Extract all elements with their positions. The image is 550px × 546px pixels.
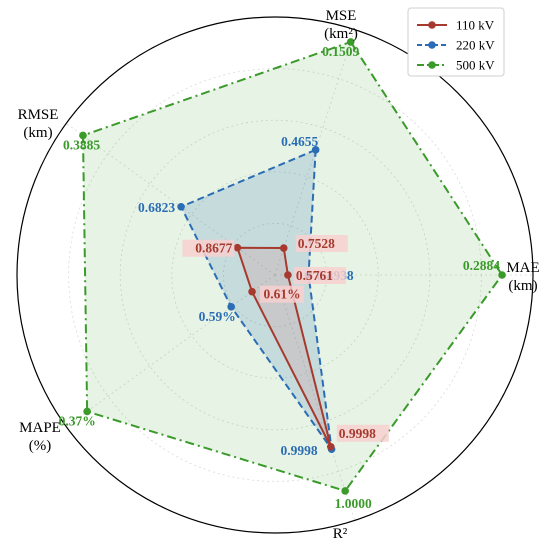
value-label: 0.8677 [195,241,232,256]
value-label: 0.59% [199,309,236,324]
data-point [248,287,256,296]
legend-marker [428,21,436,29]
legend-label: 110 kV [456,18,495,33]
data-point [177,202,185,211]
data-point [233,243,242,252]
legend-label: 220 kV [456,38,495,53]
value-label: 1.0000 [335,496,372,511]
value-label: 0.37% [59,413,96,428]
legend-marker [428,61,436,69]
data-point [284,271,292,279]
value-label-bg [260,285,305,303]
axis-label: R² [333,526,348,542]
grid-spoke-4 [66,274,276,427]
value-label: 0.9998 [280,443,317,458]
series-line [81,40,504,492]
axis-label: MAE (km) [506,260,539,294]
grid-ring-3 [119,119,431,431]
value-label-bg [293,267,346,284]
data-point [83,407,91,416]
legend: 110 kV 220 kV 500 kV [407,7,505,77]
value-label: 0.5761 [296,268,333,283]
outer-circle [16,16,534,534]
legend-item-500-kv: 500 kV [417,58,495,73]
data-point [227,303,235,311]
grid-spoke-5 [66,123,276,276]
data-point [327,442,335,451]
axis-label: RMSE (km) [18,107,59,141]
legend-marker [428,41,436,49]
radar-labels: 0.15090.28841.00000.37%0.38850.46550.493… [18,8,540,542]
value-label: 0.2884 [463,258,500,273]
value-label: 0.3885 [63,137,100,152]
data-point [498,271,506,279]
data-point [341,487,349,495]
axis-label: MAPE (%) [19,420,61,454]
radar-series [79,38,506,495]
value-label-bg [182,239,235,257]
series-line [180,148,333,451]
data-point [311,146,320,154]
data-point [279,244,288,252]
radar-grid [16,16,534,534]
series-line [236,246,332,448]
grid-ring-2 [171,171,379,379]
legend-item-110-kv: 110 kV [417,18,495,33]
series-area [82,41,503,491]
value-label-bg [295,235,348,253]
legend-item-220-kv: 220 kV [417,38,495,53]
value-label: 0.4655 [281,134,318,149]
data-point [346,38,355,46]
value-label: 0.7528 [298,236,335,251]
value-label: 0.1509 [322,44,359,59]
value-label: 0.6823 [138,200,175,215]
series-500-kv [79,38,506,495]
data-point [79,131,87,140]
value-label: 0.9998 [339,426,376,441]
value-label: 0.61% [263,287,300,302]
axis-label: MSE (km²) [324,8,358,42]
legend-label: 500 kV [456,58,495,73]
value-label-bg [336,424,389,442]
